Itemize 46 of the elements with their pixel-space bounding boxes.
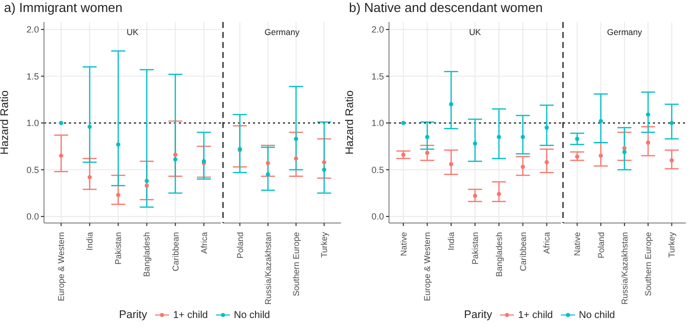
x-tick-label: Southern Europe: [291, 232, 302, 296]
x-tick-label: Pakistan: [470, 232, 480, 265]
x-tick-label: Turkey: [319, 231, 330, 258]
y-tick-label: 2.0: [26, 24, 39, 35]
y-tick-label: 1.5: [372, 71, 384, 82]
x-tick-label: Europe & Western: [56, 232, 66, 302]
text: Germany: [264, 27, 300, 37]
x-tick-label: Europe & Western: [422, 232, 432, 302]
x-tick-label: Native: [398, 232, 408, 256]
y-axis-title: Hazard Ratio: [344, 90, 356, 155]
x-tick-label: Native: [572, 232, 582, 256]
chart-title: a) Immigrant women: [3, 0, 124, 17]
chart-title: b) Native and descendant women: [348, 0, 544, 17]
y-tick-label: 0.0: [26, 212, 39, 222]
y-tick-label: 0.0: [372, 212, 384, 222]
x-tick-label: India: [446, 232, 456, 250]
y-axis-title: Hazard Ratio: [0, 90, 11, 155]
y-tick-label: 1.5: [26, 71, 39, 82]
x-tick-label: India: [84, 232, 95, 250]
legend-label: 1+ child: [518, 310, 553, 320]
y-tick-label: 1.0: [372, 118, 384, 128]
legend-title: Parity: [464, 309, 492, 321]
y-tick-label: 0.5: [26, 164, 39, 175]
legend-title: Parity: [118, 309, 148, 321]
x-tick-label: Poland: [596, 232, 606, 258]
y-tick-label: 0.5: [372, 164, 384, 175]
x-tick-label: Turkey: [666, 231, 677, 258]
x-tick-label: Bangladesh: [142, 232, 152, 277]
text: UK: [468, 27, 482, 37]
x-tick-label: Poland: [234, 232, 245, 258]
x-tick-label: Africa: [198, 232, 209, 254]
x-tick-label: Pakistan: [113, 232, 124, 265]
text: UK: [126, 27, 140, 37]
legend-label: No child: [234, 310, 270, 320]
x-tick-label: Caribbean: [518, 232, 528, 272]
x-tick-label: Bangladesh: [494, 232, 504, 277]
legend-label: No child: [578, 310, 615, 320]
x-tick-label: Africa: [542, 232, 552, 254]
x-tick-label: Southern Europe: [643, 232, 654, 296]
x-tick-label: Russia/Kazakhstan: [262, 232, 273, 305]
text: Germany: [606, 27, 644, 37]
x-tick-label: Caribbean: [170, 232, 180, 272]
y-tick-label: 1.0: [26, 118, 39, 128]
y-tick-label: 2.0: [372, 24, 384, 35]
x-tick-label: Russia/Kazakhstan: [620, 232, 630, 305]
legend-label: 1+ child: [173, 310, 208, 320]
